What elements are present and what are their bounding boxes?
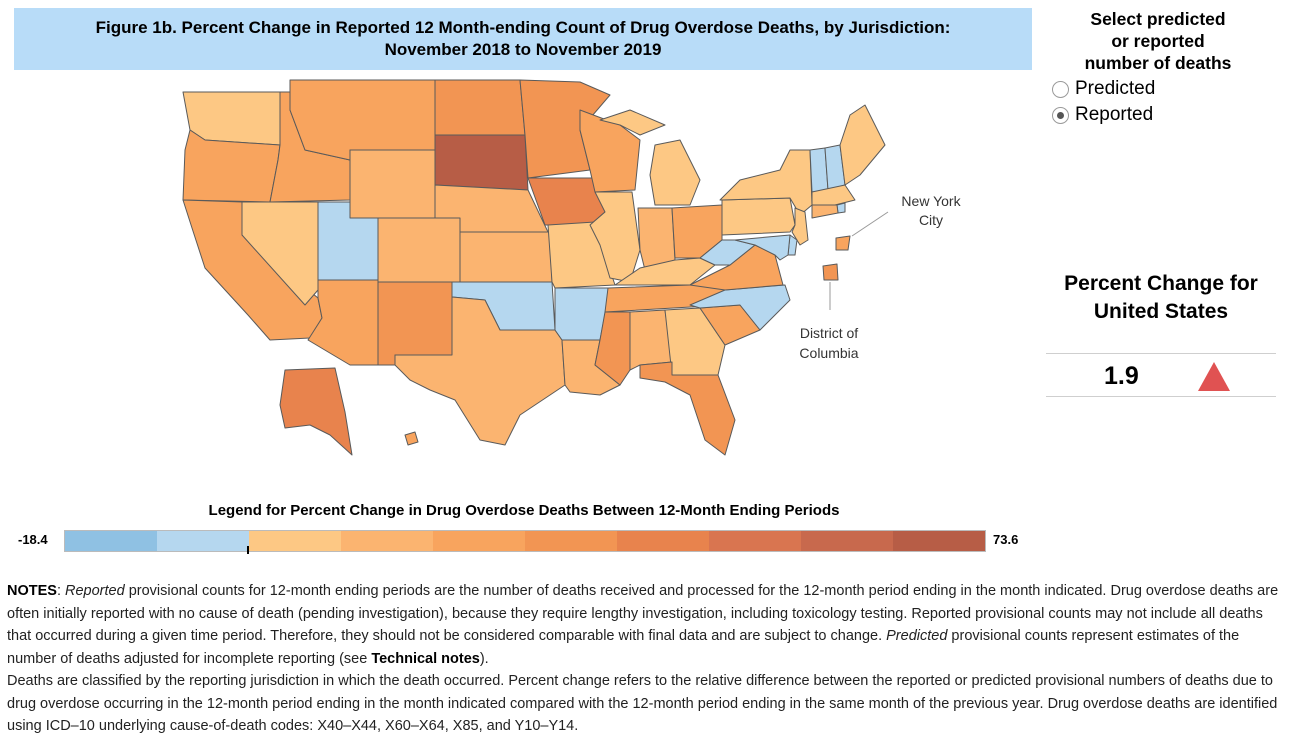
notes-section: NOTES: Reported provisional counts for 1… (7, 580, 1285, 738)
legend-max-value: 73.6 (993, 532, 1019, 547)
state-texas[interactable] (394, 296, 566, 446)
legend-swatch-9 (801, 531, 893, 551)
notes-paragraph-1: NOTES: Reported provisional counts for 1… (7, 580, 1285, 670)
notes-term-reported: Reported (65, 583, 125, 599)
deaths-type-selector: Select predicted or reported number of d… (1046, 8, 1270, 126)
legend-swatch-5 (433, 531, 525, 551)
state-new-jersey[interactable] (791, 207, 809, 246)
dc-callout-label-line-1: District of (800, 325, 858, 341)
us-percent-change-value: 1.9 (1104, 362, 1139, 390)
state-illinois[interactable] (589, 191, 641, 283)
predicted-radio-button[interactable] (1052, 80, 1069, 98)
legend-color-scale (64, 530, 986, 552)
legend-swatch-4 (341, 531, 433, 551)
state-wyoming[interactable] (349, 149, 436, 219)
state-kansas[interactable] (459, 231, 553, 283)
legend-swatch-6 (525, 531, 617, 551)
figure-title-line-2: November 2018 to November 2019 (384, 40, 662, 59)
state-colorado[interactable] (377, 217, 461, 283)
state-wisconsin[interactable] (579, 109, 641, 193)
legend-swatch-8 (709, 531, 801, 551)
legend-swatch-3 (249, 531, 341, 551)
notes-term-predicted: Predicted (886, 628, 948, 644)
inset-district-of-columbia[interactable] (822, 263, 839, 281)
legend-swatch-2 (157, 531, 249, 551)
technical-notes-link[interactable]: Technical notes (371, 650, 480, 667)
state-pennsylvania[interactable] (721, 197, 796, 236)
us-percent-change-panel: 1.9 (1046, 353, 1276, 397)
selector-heading-line-1: Select predicted (1090, 9, 1226, 29)
predicted-radio-option[interactable]: Predicted (1046, 78, 1270, 100)
state-new-mexico[interactable] (377, 281, 453, 366)
reported-radio-option[interactable]: Reported (1046, 104, 1270, 126)
state-indiana[interactable] (637, 207, 676, 271)
state-alaska[interactable] (279, 367, 353, 456)
us-percent-change-heading: Percent Change for United States (1046, 270, 1276, 326)
legend-swatch-7 (617, 531, 709, 551)
reported-radio-button[interactable] (1052, 106, 1069, 124)
notes-text: provisional counts for 12-month ending p… (7, 583, 1279, 644)
nyc-callout-label-line-1: New York (901, 193, 961, 209)
selector-heading-line-3: number of deaths (1084, 53, 1232, 73)
dc-callout-label-line-2: Columbia (799, 345, 858, 361)
selector-heading-line-2: or reported (1111, 31, 1205, 51)
legend-swatch-10 (893, 531, 985, 551)
reported-radio-label: Reported (1075, 104, 1154, 125)
figure-title-line-1: Figure 1b. Percent Change in Reported 12… (95, 18, 951, 37)
state-florida[interactable] (639, 361, 736, 456)
state-nevada[interactable] (241, 201, 319, 306)
state-montana[interactable] (289, 79, 436, 161)
state-michigan[interactable] (599, 109, 701, 206)
inset-new-york-city[interactable] (835, 235, 851, 251)
state-north-dakota[interactable] (434, 79, 526, 136)
legend-min-value: -18.4 (18, 532, 48, 547)
notes-text: : (56, 583, 66, 599)
legend-zero-tick (247, 546, 249, 554)
notes-text: provisional counts represent estimates o… (7, 628, 1240, 667)
state-shapes (182, 79, 886, 456)
selector-heading: Select predicted or reported number of d… (1046, 8, 1270, 74)
state-maryland[interactable] (734, 234, 791, 261)
us-choropleth-map: New York City District of Columbia (182, 79, 962, 456)
us-percent-change-heading-line-2: United States (1093, 300, 1229, 323)
state-hawaii[interactable] (404, 431, 419, 446)
us-percent-change-heading-line-1: Percent Change for (1064, 272, 1258, 295)
legend-swatch-1 (65, 531, 157, 551)
state-south-dakota[interactable] (434, 134, 529, 191)
increase-arrow-icon (1198, 362, 1230, 391)
notes-paragraph-2: Deaths are classified by the reporting j… (7, 673, 1278, 734)
notes-label: NOTES (7, 583, 57, 599)
state-connecticut[interactable] (811, 204, 839, 219)
state-maine[interactable] (839, 104, 886, 186)
figure-title: Figure 1b. Percent Change in Reported 12… (14, 8, 1032, 70)
legend-title: Legend for Percent Change in Drug Overdo… (208, 502, 840, 519)
predicted-radio-label: Predicted (1075, 78, 1156, 99)
nyc-callout-label-line-2: City (919, 212, 943, 228)
notes-text: ). (479, 650, 489, 667)
